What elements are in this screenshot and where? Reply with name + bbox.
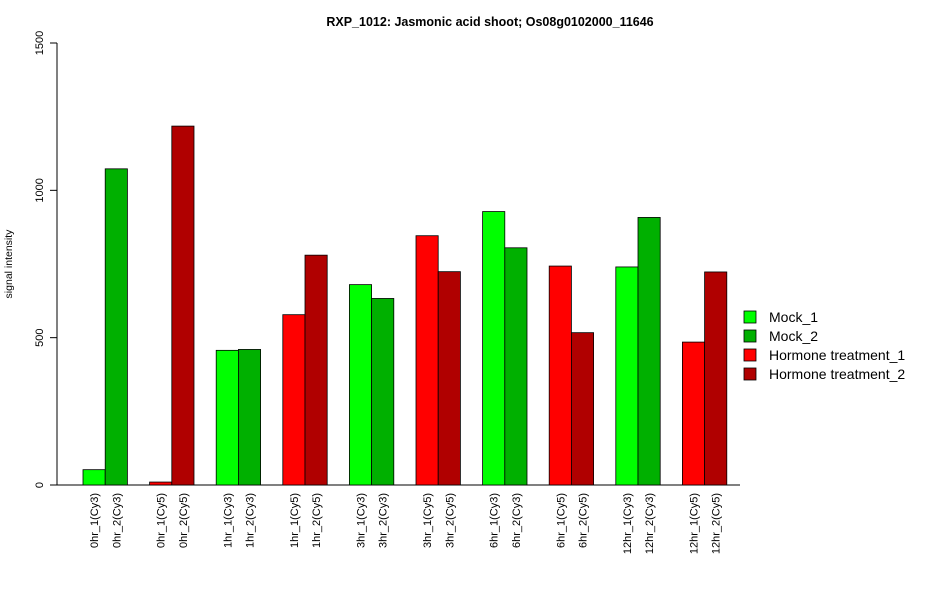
- x-tick-label: 0hr_2(Cy3): [111, 493, 123, 548]
- x-tick-label: 0hr_1(Cy5): [156, 493, 168, 548]
- bar: [304, 254, 328, 486]
- bar: [504, 247, 528, 486]
- legend-label: Mock_1: [769, 309, 818, 325]
- x-tick-label: 1hr_2(Cy3): [245, 493, 257, 548]
- x-tick-label: 12hr_2(Cy5): [711, 493, 723, 554]
- x-tick-label: 12hr_1(Cy3): [622, 493, 634, 554]
- y-axis: 0 500 1000 1500: [34, 31, 58, 488]
- x-tick-label: 3hr_1(Cy3): [356, 493, 368, 548]
- bar: [704, 271, 728, 486]
- bar: [615, 266, 639, 486]
- bar: [371, 298, 395, 486]
- y-tick-label: 1000: [34, 178, 46, 202]
- x-tick-label: 6hr_1(Cy5): [555, 493, 567, 548]
- bar: [104, 168, 128, 486]
- x-tick-label: 6hr_1(Cy3): [489, 493, 501, 548]
- bar: [682, 341, 706, 486]
- chart-title: RXP_1012: Jasmonic acid shoot; Os08g0102…: [326, 15, 653, 29]
- x-tick-label: 1hr_2(Cy5): [311, 493, 323, 548]
- y-tick-label: 0: [34, 482, 46, 488]
- bar: [82, 469, 106, 486]
- legend-swatch: [743, 367, 757, 381]
- bar: [415, 235, 439, 486]
- bar: [348, 284, 372, 486]
- legend: Mock_1 Mock_2 Hormone treatment_1 Hormone t…: [743, 309, 905, 382]
- bar: [637, 217, 661, 486]
- bar: [171, 125, 195, 486]
- bar: [548, 265, 572, 486]
- bar: [215, 349, 239, 486]
- legend-label: Hormone treatment_2: [769, 366, 905, 382]
- x-tick-label: 1hr_1(Cy3): [222, 493, 234, 548]
- x-tick-label: 3hr_1(Cy5): [422, 493, 434, 548]
- x-tick-label: 3hr_2(Cy3): [378, 493, 390, 548]
- legend-swatch: [743, 329, 757, 343]
- bar: [437, 271, 461, 486]
- y-axis-label: signal intensity: [3, 229, 15, 299]
- legend-swatch: [743, 348, 757, 362]
- bar: [282, 314, 306, 486]
- legend-label: Mock_2: [769, 328, 818, 344]
- x-tick-label: 6hr_2(Cy5): [578, 493, 590, 548]
- legend-label: Hormone treatment_1: [769, 347, 905, 363]
- bars: [82, 125, 728, 486]
- x-tick-label: 12hr_2(Cy3): [644, 493, 656, 554]
- x-tick-label: 6hr_2(Cy3): [511, 493, 523, 548]
- y-tick-label: 1500: [34, 31, 46, 55]
- bar: [149, 481, 173, 486]
- x-tick-label: 12hr_1(Cy5): [689, 493, 701, 554]
- x-tick-label: 1hr_1(Cy5): [289, 493, 301, 548]
- y-tick-label: 500: [34, 328, 46, 346]
- bar: [482, 211, 506, 486]
- bar: [237, 349, 261, 486]
- x-tick-label: 0hr_2(Cy5): [178, 493, 190, 548]
- legend-swatch: [743, 310, 757, 324]
- x-tick-label: 0hr_1(Cy3): [89, 493, 101, 548]
- bar: [571, 332, 595, 486]
- x-tick-label: 3hr_2(Cy5): [444, 493, 456, 548]
- category-labels: 0hr_1(Cy3) 0hr_2(Cy3) 0hr_1(Cy5) 0hr_2(Cy5)…: [89, 493, 723, 554]
